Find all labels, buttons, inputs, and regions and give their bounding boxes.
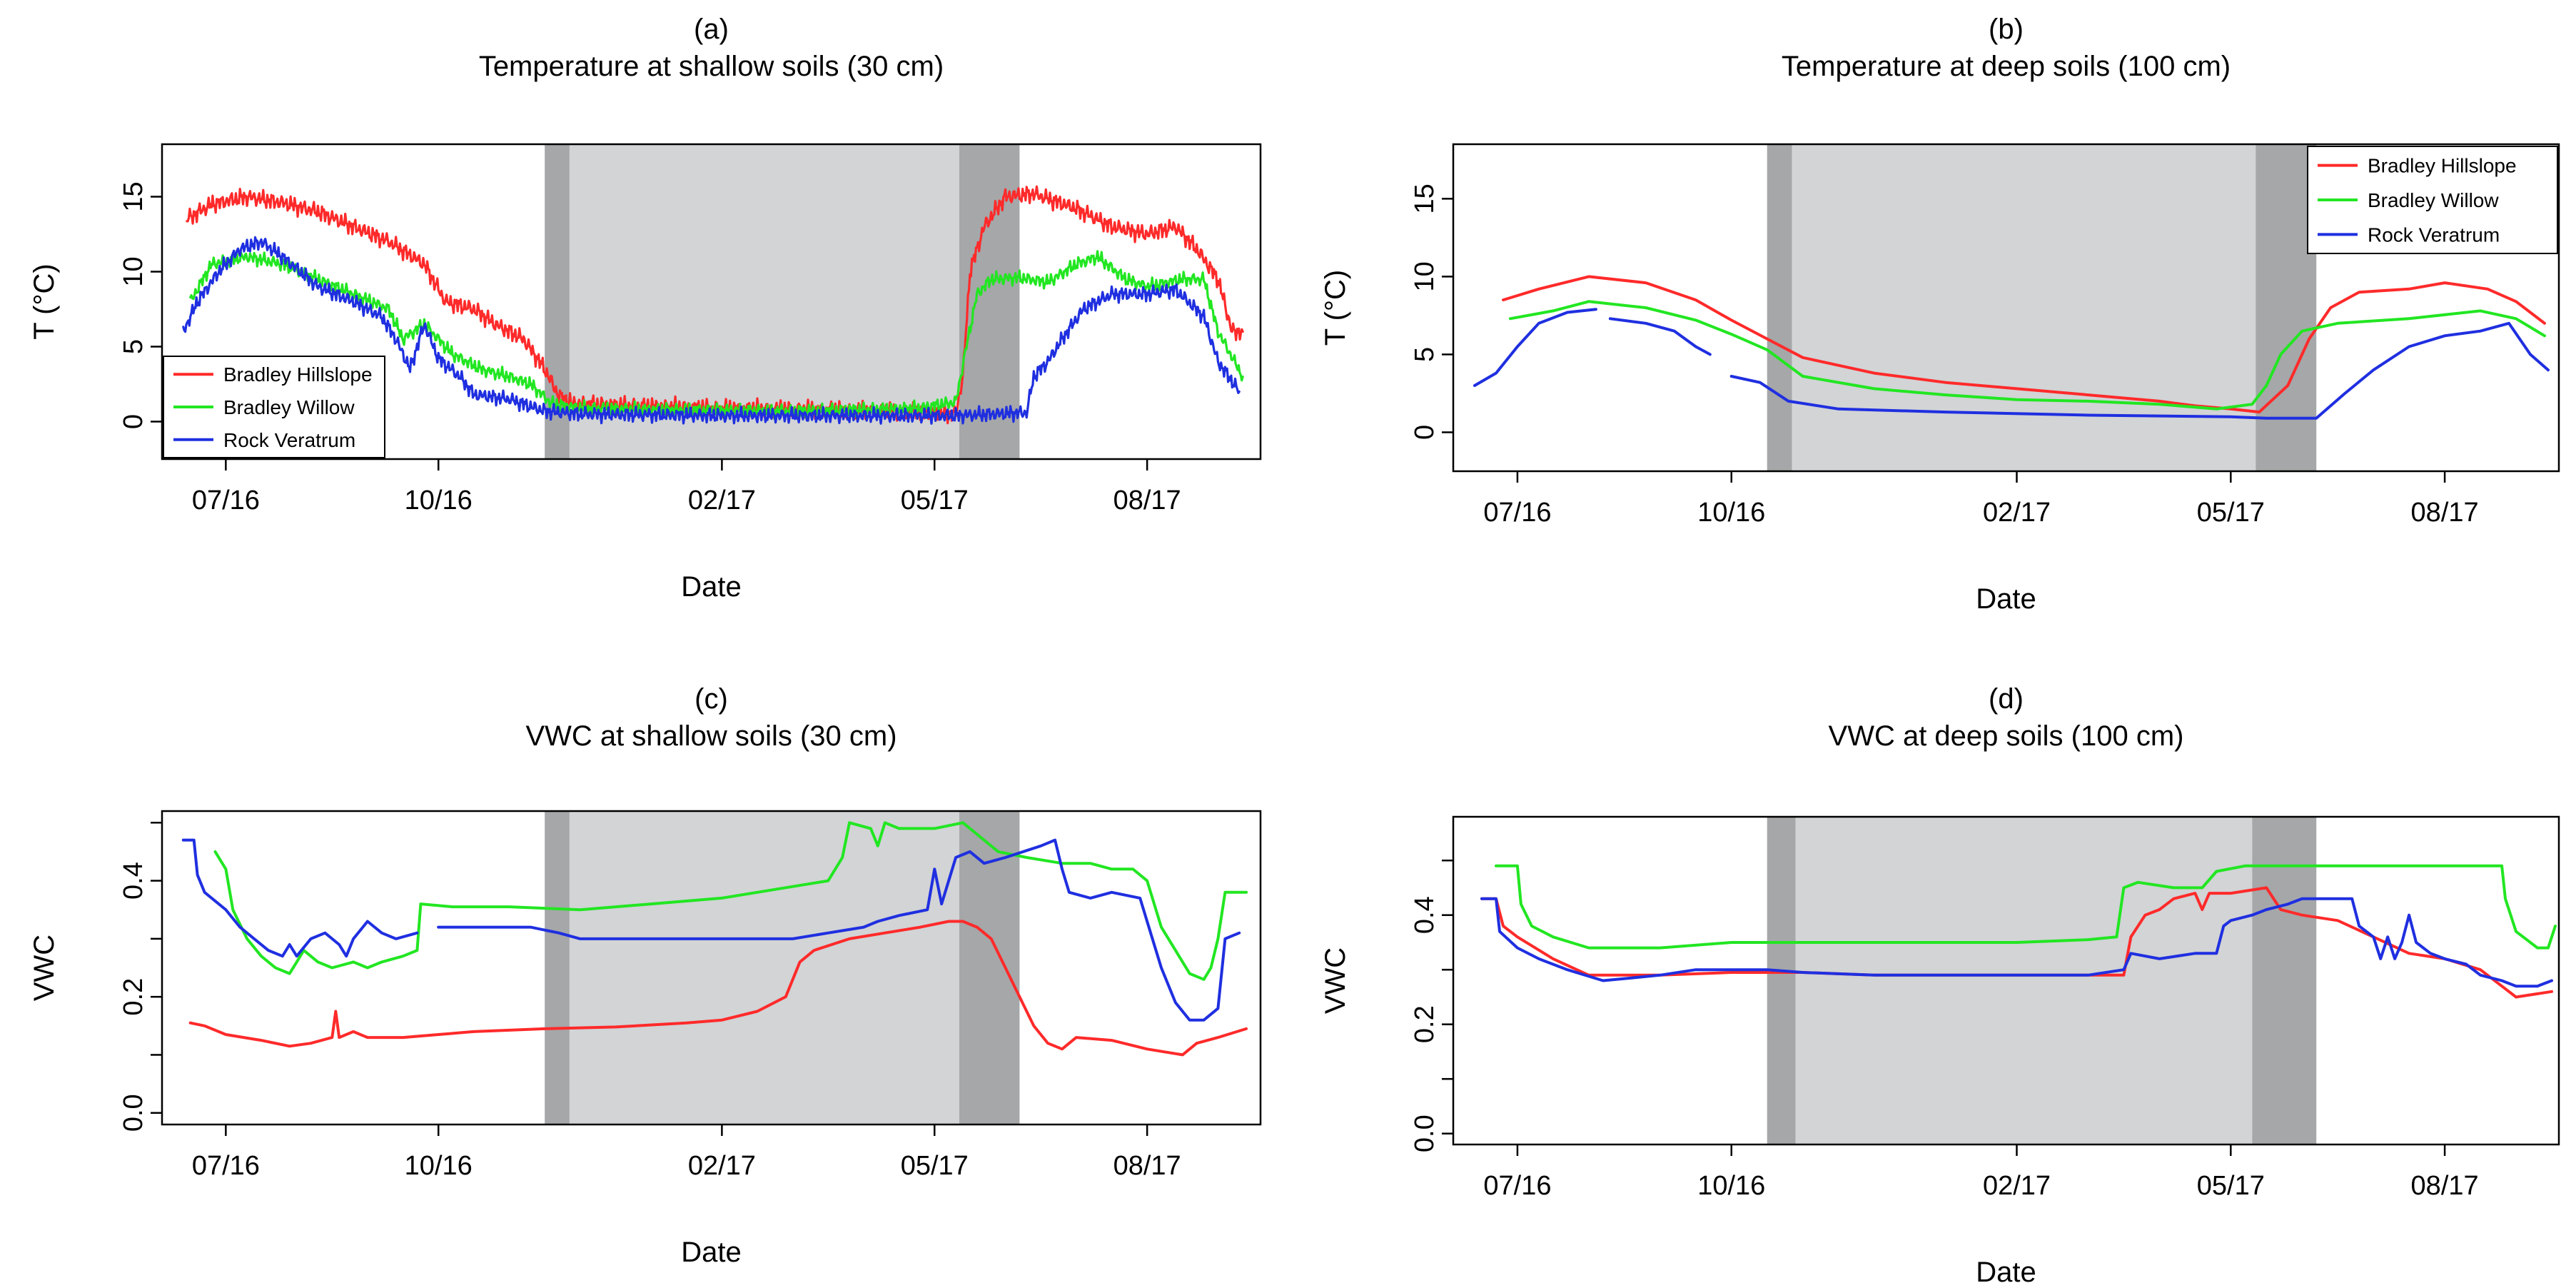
chart-title: Temperature at deep soils (100 cm) — [1782, 51, 2231, 82]
y-tick-label: 5 — [118, 339, 148, 354]
y-tick-label: 0.0 — [1410, 1115, 1440, 1152]
y-tick-label: 10 — [1410, 261, 1440, 291]
x-tick-label: 05/17 — [2197, 1171, 2265, 1201]
y-tick-label: 15 — [118, 181, 148, 211]
x-axis-label: Date — [681, 1237, 742, 1268]
x-axis-label: Date — [1976, 583, 2036, 615]
x-tick-label: 02/17 — [688, 485, 756, 515]
shaded-period-light — [1795, 817, 2253, 1144]
series-line-rock-veratrum — [182, 236, 1241, 425]
legend-entry: Rock Veratrum — [223, 429, 355, 451]
panel-label: (d) — [1989, 683, 2024, 715]
x-tick-label: 05/17 — [2197, 498, 2265, 528]
x-tick-label: 02/17 — [1983, 1171, 2051, 1201]
x-tick-label: 07/16 — [192, 485, 260, 515]
x-tick-label: 07/16 — [1483, 1171, 1551, 1201]
x-tick-label: 07/16 — [1483, 498, 1551, 528]
shaded-period-dark — [1767, 817, 1796, 1144]
legend: Bradley Hillslope Bradley Willow Rock Vera… — [2307, 146, 2558, 254]
panel-a: (a) Temperature at shallow soils (30 cm) 0… — [29, 14, 1262, 603]
plot-frame — [161, 810, 1262, 1126]
x-tick-label: 08/17 — [2411, 498, 2479, 528]
legend-entry: Bradley Hillslope — [223, 363, 373, 386]
plot-area — [181, 811, 1248, 1125]
panel-label: (b) — [1989, 14, 2024, 45]
legend-entry: Rock Veratrum — [2368, 223, 2500, 246]
series-line-rock-veratrum — [437, 838, 1241, 1022]
x-tick-label: 08/17 — [2411, 1171, 2479, 1201]
series-line-bradley-willow — [189, 250, 1244, 421]
y-tick-label: 0.4 — [118, 862, 148, 900]
shaded-period-dark — [2256, 144, 2317, 471]
x-tick-label: 07/16 — [192, 1151, 260, 1181]
series-line-rock-veratrum — [1480, 897, 2553, 988]
x-tick-label: 02/17 — [688, 1151, 756, 1181]
x-tick-label: 10/16 — [1697, 498, 1765, 528]
y-tick-label: 10 — [118, 256, 148, 286]
panel-label: (c) — [694, 683, 728, 715]
x-tick-label: 10/16 — [1697, 1171, 1765, 1201]
shaded-period-light — [569, 811, 960, 1125]
series-line-bradley-hillslope — [186, 185, 1244, 425]
series-line-rock-veratrum — [1473, 308, 1597, 387]
series-line-rock-veratrum — [181, 838, 419, 958]
plot-area — [1473, 144, 2550, 471]
series-line-bradley-hillslope — [188, 920, 1248, 1057]
shaded-period-dark — [545, 811, 570, 1125]
y-axis-label: VWC — [29, 935, 60, 1001]
y-tick-label: 0.4 — [1410, 896, 1440, 934]
y-tick-label: 0 — [1410, 425, 1440, 440]
panel-d: (d) VWC at deep soils (100 cm) 07/16 10/16 0… — [1320, 683, 2560, 1288]
y-tick-label: 0.2 — [1410, 1005, 1440, 1043]
y-tick-label: 0 — [118, 414, 148, 429]
series-line-rock-veratrum — [1608, 317, 1712, 356]
legend-entry: Bradley Hillslope — [2368, 155, 2517, 177]
plot-frame — [161, 143, 1262, 461]
x-axis-label: Date — [681, 571, 742, 603]
series-line-bradley-hillslope — [1502, 275, 2546, 414]
x-axis-label: Date — [1976, 1257, 2036, 1284]
panel-label: (a) — [694, 14, 729, 45]
x-tick-label: 10/16 — [405, 1151, 473, 1181]
shaded-period-light — [1792, 144, 2256, 471]
y-axis-label: T (°C) — [1320, 270, 1351, 346]
chart-title: Temperature at shallow soils (30 cm) — [479, 51, 944, 82]
x-tick-label: 10/16 — [405, 485, 473, 515]
y-tick-label: 5 — [1410, 347, 1440, 362]
y-axis-label: T (°C) — [29, 263, 60, 339]
plot-area — [1480, 817, 2557, 1144]
y-tick-label: 0.2 — [118, 978, 148, 1016]
chart-title: VWC at shallow soils (30 cm) — [525, 720, 896, 752]
series-line-bradley-willow — [213, 821, 1248, 981]
shaded-period-dark — [2252, 817, 2317, 1144]
legend-entry: Bradley Willow — [223, 396, 355, 418]
plot-area — [182, 144, 1244, 459]
x-tick-label: 08/17 — [1113, 1151, 1181, 1181]
chart-title: VWC at deep soils (100 cm) — [1829, 720, 2184, 752]
plot-frame — [1452, 815, 2560, 1146]
legend-entry: Bradley Willow — [2368, 189, 2499, 211]
panel-c: (c) VWC at shallow soils (30 cm) 07/16 10/1… — [29, 683, 1262, 1268]
series-line-bradley-willow — [1508, 300, 2546, 411]
series-line-rock-veratrum — [1729, 321, 2550, 420]
y-tick-label: 0.0 — [118, 1094, 148, 1132]
series-line-bradley-willow — [1495, 864, 2557, 950]
panel-b: (b) Temperature at deep soils (100 cm) 07/… — [1320, 14, 2560, 615]
x-tick-label: 02/17 — [1983, 498, 2051, 528]
y-tick-label: 15 — [1410, 183, 1440, 213]
x-tick-label: 08/17 — [1113, 485, 1181, 515]
shaded-period-dark — [959, 811, 1020, 1125]
x-tick-label: 05/17 — [901, 485, 969, 515]
plot-frame — [1452, 143, 2560, 473]
legend: Bradley Hillslope Bradley Willow Rock Vera… — [163, 356, 385, 458]
y-axis-label: VWC — [1320, 947, 1351, 1014]
x-tick-label: 05/17 — [901, 1151, 969, 1181]
shaded-period-dark — [1767, 144, 1792, 471]
series-line-bradley-hillslope — [1480, 886, 2553, 999]
